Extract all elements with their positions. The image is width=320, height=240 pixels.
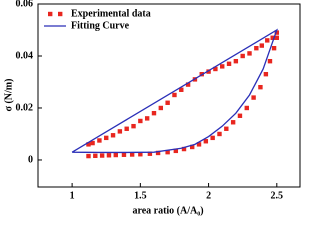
data-point (226, 61, 232, 66)
x-tick-label: 2.5 (271, 190, 284, 201)
data-point (230, 120, 236, 125)
data-point (274, 35, 280, 40)
x-axis-label: area ratio (A/A₀) (132, 205, 203, 216)
data-point (147, 151, 153, 156)
data-point (233, 58, 239, 64)
data-point (270, 35, 275, 40)
data-point (240, 53, 245, 59)
y-tick-label: 0.06 (16, 0, 34, 9)
x-tick-label: 2 (206, 190, 211, 201)
data-point (86, 142, 91, 147)
data-point (155, 150, 161, 156)
data-point (131, 123, 136, 129)
data-point (237, 113, 243, 118)
x-tick-label: 1.5 (134, 190, 147, 201)
data-point (86, 153, 91, 159)
data-point (138, 152, 143, 157)
data-point (93, 153, 98, 159)
data-point (203, 139, 209, 144)
data-point (213, 66, 218, 72)
data-point (173, 148, 179, 154)
data-point (110, 133, 116, 138)
data-point (196, 142, 202, 147)
data-point (165, 149, 170, 155)
data-point (210, 135, 215, 141)
data-point (220, 64, 225, 69)
data-point (224, 126, 229, 131)
chart: area ratio (A/A₀) σ (N/m) 1 1.5 2 2.5 0 0.02 0… (3, 0, 301, 216)
data-point (259, 43, 264, 48)
data-point (124, 126, 129, 131)
data-point (181, 146, 187, 152)
data-point (247, 51, 252, 56)
y-tick-label: 0 (28, 154, 33, 165)
data-point (179, 87, 184, 92)
data-point (251, 95, 256, 100)
data-point (244, 105, 249, 111)
data-point (271, 45, 277, 51)
y-tick-label: 0.02 (16, 102, 34, 113)
data-point (263, 71, 269, 77)
data-point (165, 100, 170, 105)
plot-frame (37, 3, 301, 188)
data-point (129, 152, 135, 157)
y-tick-label: 0.04 (16, 50, 34, 61)
data-point (99, 153, 105, 158)
data-point (254, 45, 259, 51)
x-tick-label: 1 (70, 190, 75, 201)
data-point (185, 82, 191, 87)
legend-swatch (48, 11, 53, 17)
legend-swatch (58, 11, 63, 17)
data-point (189, 144, 195, 150)
data-point (138, 118, 143, 124)
data-point (206, 69, 211, 74)
data-point (267, 58, 273, 64)
data-point (121, 152, 127, 157)
data-point (104, 135, 109, 141)
data-point (217, 131, 222, 137)
data-point (274, 30, 280, 35)
y-axis-label: σ (N/m) (3, 79, 14, 112)
data-point (106, 153, 112, 158)
data-point (97, 138, 102, 143)
legend-label: Experimental data (71, 8, 151, 19)
data-point (144, 116, 150, 121)
data-point (151, 110, 157, 116)
data-point (258, 84, 263, 90)
legend-label: Fitting Curve (71, 20, 130, 31)
data-point (113, 152, 118, 158)
data-point (158, 105, 164, 111)
fit-line (71, 28, 279, 154)
data-point (90, 140, 95, 146)
data-point (172, 92, 177, 98)
data-point (117, 129, 123, 134)
data-point (265, 38, 270, 43)
